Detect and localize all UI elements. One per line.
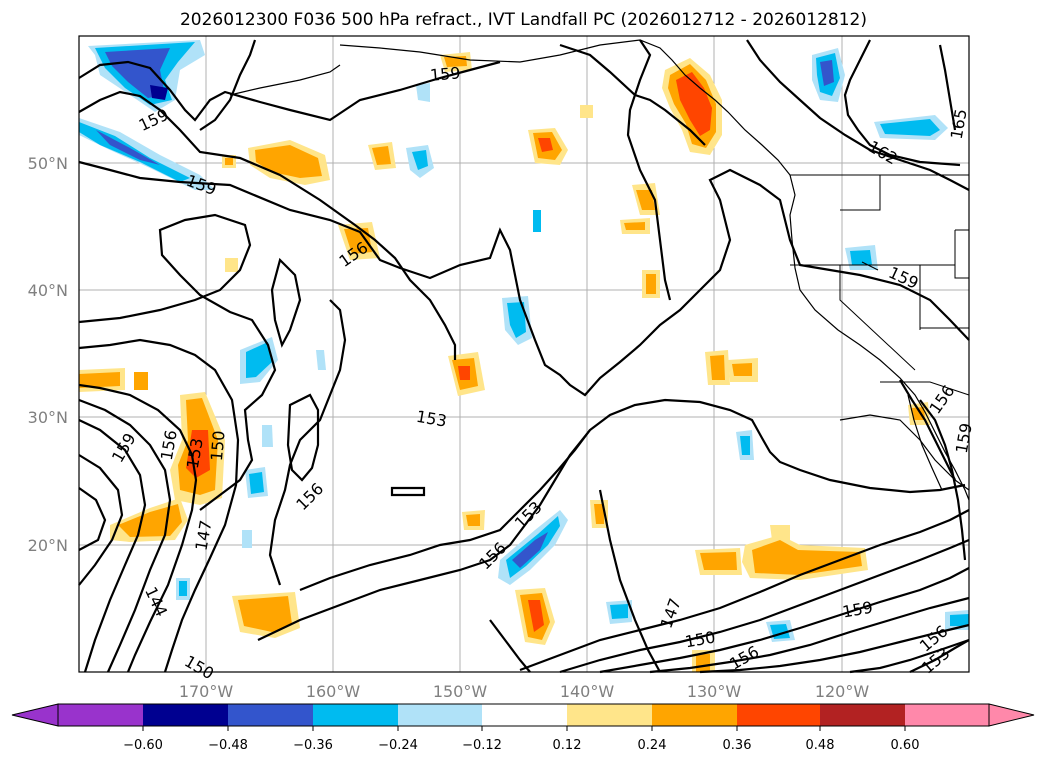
colorbar-under-triangle <box>11 703 59 727</box>
colorbar-over-triangle <box>988 703 1035 727</box>
contour-label: 159 <box>952 421 976 454</box>
map-area <box>79 36 969 672</box>
colorbar-tick-label: −0.12 <box>462 738 502 753</box>
colorbar-tick-label: 0.36 <box>723 738 752 753</box>
colorbar-tick-label: −0.24 <box>378 738 418 753</box>
lat-label: 50°N <box>28 154 68 173</box>
lon-label: 160°W <box>306 682 361 701</box>
colorbar-tick-label: −0.36 <box>293 738 333 753</box>
colorbar-tick-label: −0.48 <box>208 738 248 753</box>
colorbar-tick-label: 0.24 <box>638 738 667 753</box>
colorbar: −0.60 −0.48 −0.36 −0.24 −0.12 0.12 0.24 … <box>11 703 1035 753</box>
colorbar-tick-label: 0.12 <box>553 738 582 753</box>
refractivity-contours <box>78 39 970 674</box>
lat-label: 20°N <box>28 536 68 555</box>
colorbar-segment <box>652 704 737 726</box>
lat-label: 40°N <box>28 281 68 300</box>
colorbar-tick-label: −0.60 <box>123 738 163 753</box>
colorbar-segment <box>143 704 228 726</box>
contour-label: 150 <box>207 430 229 462</box>
colorbar-segment <box>567 704 652 726</box>
colorbar-segment <box>313 704 398 726</box>
latitude-labels: 50°N 40°N 30°N 20°N <box>28 154 68 555</box>
longitude-labels: 170°W 160°W 150°W 140°W 130°W 120°W <box>179 682 870 701</box>
colorbar-segment <box>905 704 989 726</box>
lon-label: 150°W <box>433 682 488 701</box>
colorbar-outline <box>57 703 990 727</box>
colorbar-segment <box>482 704 567 726</box>
lon-label: 120°W <box>815 682 870 701</box>
lat-label: 30°N <box>28 408 68 427</box>
colorbar-segment <box>737 704 820 726</box>
colorbar-tick-label: 0.60 <box>891 738 920 753</box>
map-frame <box>78 35 970 673</box>
lon-label: 170°W <box>179 682 234 701</box>
colorbar-segment <box>820 704 905 726</box>
contour-label: 159 <box>429 63 461 85</box>
map-title: 2026012300 F036 500 hPa refract., IVT La… <box>179 10 867 30</box>
colorbar-segment <box>58 704 143 726</box>
colorbar-segment <box>398 704 482 726</box>
colorbar-segment <box>228 704 313 726</box>
lon-label: 130°W <box>687 682 742 701</box>
shaded-anomalies <box>79 40 969 672</box>
lon-label: 140°W <box>560 682 615 701</box>
colorbar-tick-label: 0.48 <box>806 738 835 753</box>
